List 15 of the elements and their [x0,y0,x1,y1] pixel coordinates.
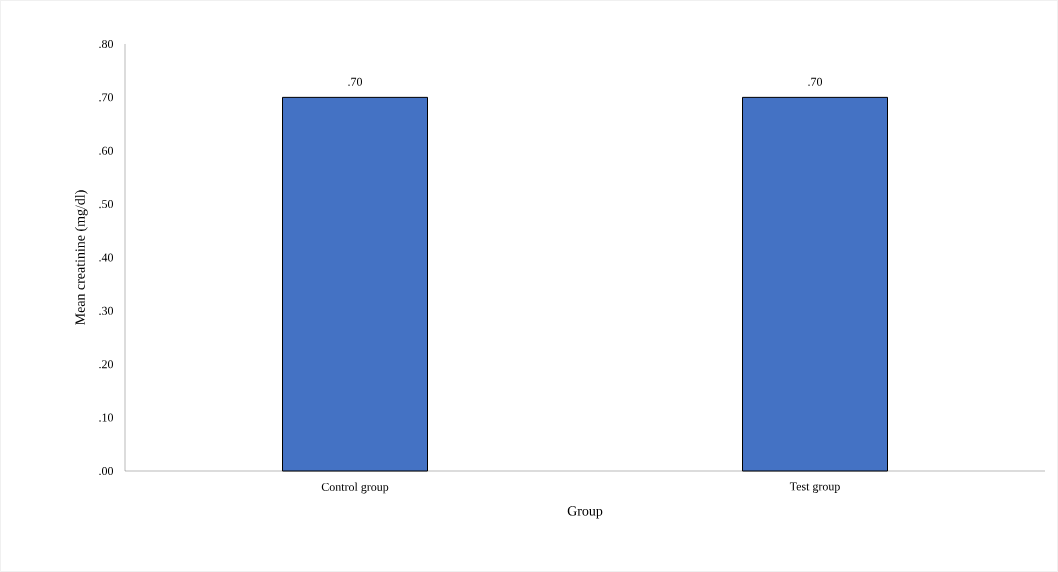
data-label: .70 [348,77,363,86]
x-tick-label: Control group [321,482,389,494]
y-tick-label: .00 [99,466,114,476]
y-tick-label: .80 [99,39,114,49]
x-tick-label: Test group [789,482,840,493]
data-label: .70 [808,77,823,86]
y-tick-label: .60 [99,146,114,155]
y-axis-title: Mean creatinine (mg/dl) [75,190,88,325]
y-tick-label: .30 [99,306,114,315]
x-axis-title: Group [567,506,603,519]
y-tick-label: .20 [99,360,114,369]
y-tick-label: .40 [99,253,114,262]
y-tick-label: .50 [99,200,114,209]
y-tick-label: .10 [99,413,114,422]
y-tick-label: .70 [99,93,114,102]
